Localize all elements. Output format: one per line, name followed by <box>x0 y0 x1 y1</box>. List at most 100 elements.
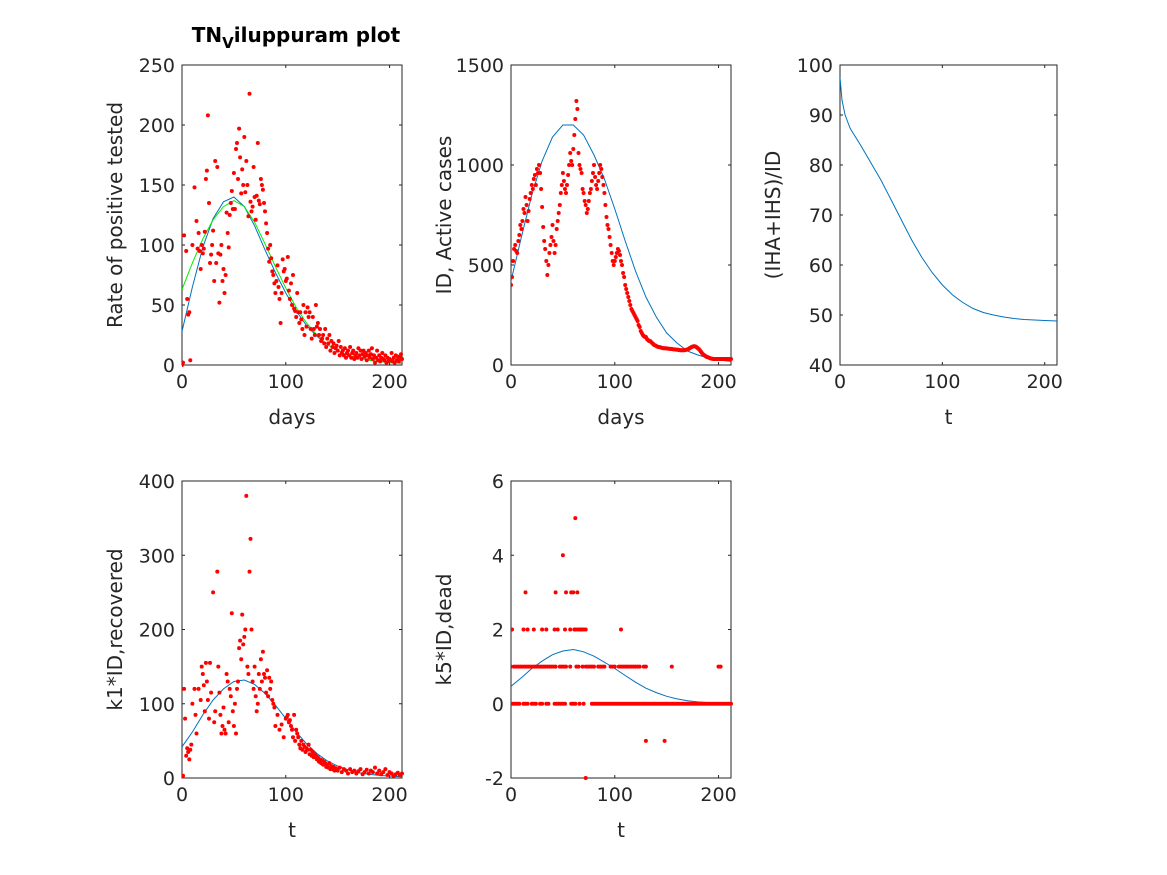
data-point <box>346 348 350 353</box>
y-tick-label: 80 <box>809 155 833 177</box>
data-point <box>248 199 253 204</box>
data-point <box>609 251 614 255</box>
data-point <box>244 159 249 163</box>
data-point <box>297 321 302 325</box>
data-point <box>602 664 607 669</box>
data-point <box>232 207 237 211</box>
data-point <box>231 171 236 175</box>
data-point <box>194 731 199 736</box>
data-point <box>298 310 303 315</box>
plot-area <box>511 99 733 362</box>
data-point <box>571 590 576 595</box>
data-point <box>250 679 255 684</box>
data-point <box>225 679 230 684</box>
data-point <box>202 229 207 234</box>
data-point <box>301 303 306 307</box>
data-point <box>248 536 253 541</box>
plot-area <box>511 516 733 780</box>
data-point <box>194 219 199 223</box>
data-point <box>264 690 269 695</box>
data-point <box>226 245 231 250</box>
data-point <box>582 199 587 203</box>
data-point <box>299 317 304 322</box>
data-point <box>364 767 369 772</box>
x-tick-label: 100 <box>268 371 304 393</box>
data-point <box>553 590 558 595</box>
data-point <box>279 722 284 727</box>
data-point <box>568 151 573 155</box>
data-point <box>305 747 310 752</box>
data-point <box>267 259 272 264</box>
data-point <box>211 590 216 595</box>
plot-area <box>182 91 404 367</box>
data-point <box>229 611 234 616</box>
data-point <box>205 113 210 118</box>
y-tick-label: 200 <box>139 620 175 642</box>
data-point <box>196 231 201 235</box>
data-point <box>184 753 189 758</box>
y-tick-label: 0 <box>163 355 175 377</box>
data-point <box>557 203 562 207</box>
data-point <box>273 724 278 728</box>
data-point <box>217 300 222 305</box>
data-point <box>322 341 327 346</box>
data-point <box>584 211 589 215</box>
data-point <box>285 255 290 259</box>
data-point <box>643 738 648 743</box>
data-point <box>335 768 340 773</box>
data-point <box>240 167 245 172</box>
data-point <box>324 345 329 349</box>
data-point <box>193 712 198 717</box>
x-tick-label: 200 <box>700 371 736 393</box>
y-axis-label: k1*ID,recovered <box>103 548 127 710</box>
data-point <box>182 773 185 778</box>
data-point <box>258 177 263 181</box>
data-point <box>366 771 371 776</box>
data-point <box>538 171 543 175</box>
data-point <box>242 135 247 139</box>
data-point <box>553 243 558 247</box>
data-point <box>212 720 217 725</box>
data-point <box>346 771 350 776</box>
data-point <box>533 701 538 706</box>
data-point <box>550 223 555 227</box>
y-tick-label: -2 <box>485 768 504 790</box>
data-point <box>213 709 218 714</box>
y-tick-label: 150 <box>139 175 175 197</box>
data-point <box>366 348 371 353</box>
data-point <box>578 167 583 171</box>
data-point <box>311 327 316 331</box>
data-point <box>583 627 588 632</box>
data-point <box>268 243 273 247</box>
data-point <box>183 716 188 721</box>
data-point <box>273 291 278 295</box>
data-point <box>243 190 248 195</box>
data-point <box>370 357 375 361</box>
data-point <box>289 281 293 286</box>
y-tick-label: 300 <box>139 545 175 567</box>
data-point <box>342 346 347 351</box>
data-point <box>546 701 551 706</box>
data-point <box>516 239 521 243</box>
data-point <box>197 249 202 253</box>
data-point <box>310 315 315 319</box>
data-point <box>521 627 526 632</box>
data-point <box>616 249 621 253</box>
data-point <box>294 727 299 732</box>
y-axis-label: ID, Active cases <box>432 136 456 295</box>
data-point <box>249 209 254 214</box>
x-tick-label: 100 <box>268 784 304 806</box>
data-point <box>358 767 363 772</box>
data-point <box>581 701 586 706</box>
series-line <box>511 648 732 704</box>
plot-area <box>840 77 1058 322</box>
data-point <box>566 173 571 177</box>
data-point <box>525 627 530 632</box>
data-point <box>540 701 545 706</box>
data-point <box>207 716 211 721</box>
subplot-p3: 0 100 200 40 50 60 70 80 90 100 t (IHA+IHS)/ID <box>761 55 1063 429</box>
y-tick-label: 90 <box>809 105 833 127</box>
data-point <box>214 261 219 265</box>
data-point <box>246 214 251 219</box>
data-point <box>543 247 548 251</box>
